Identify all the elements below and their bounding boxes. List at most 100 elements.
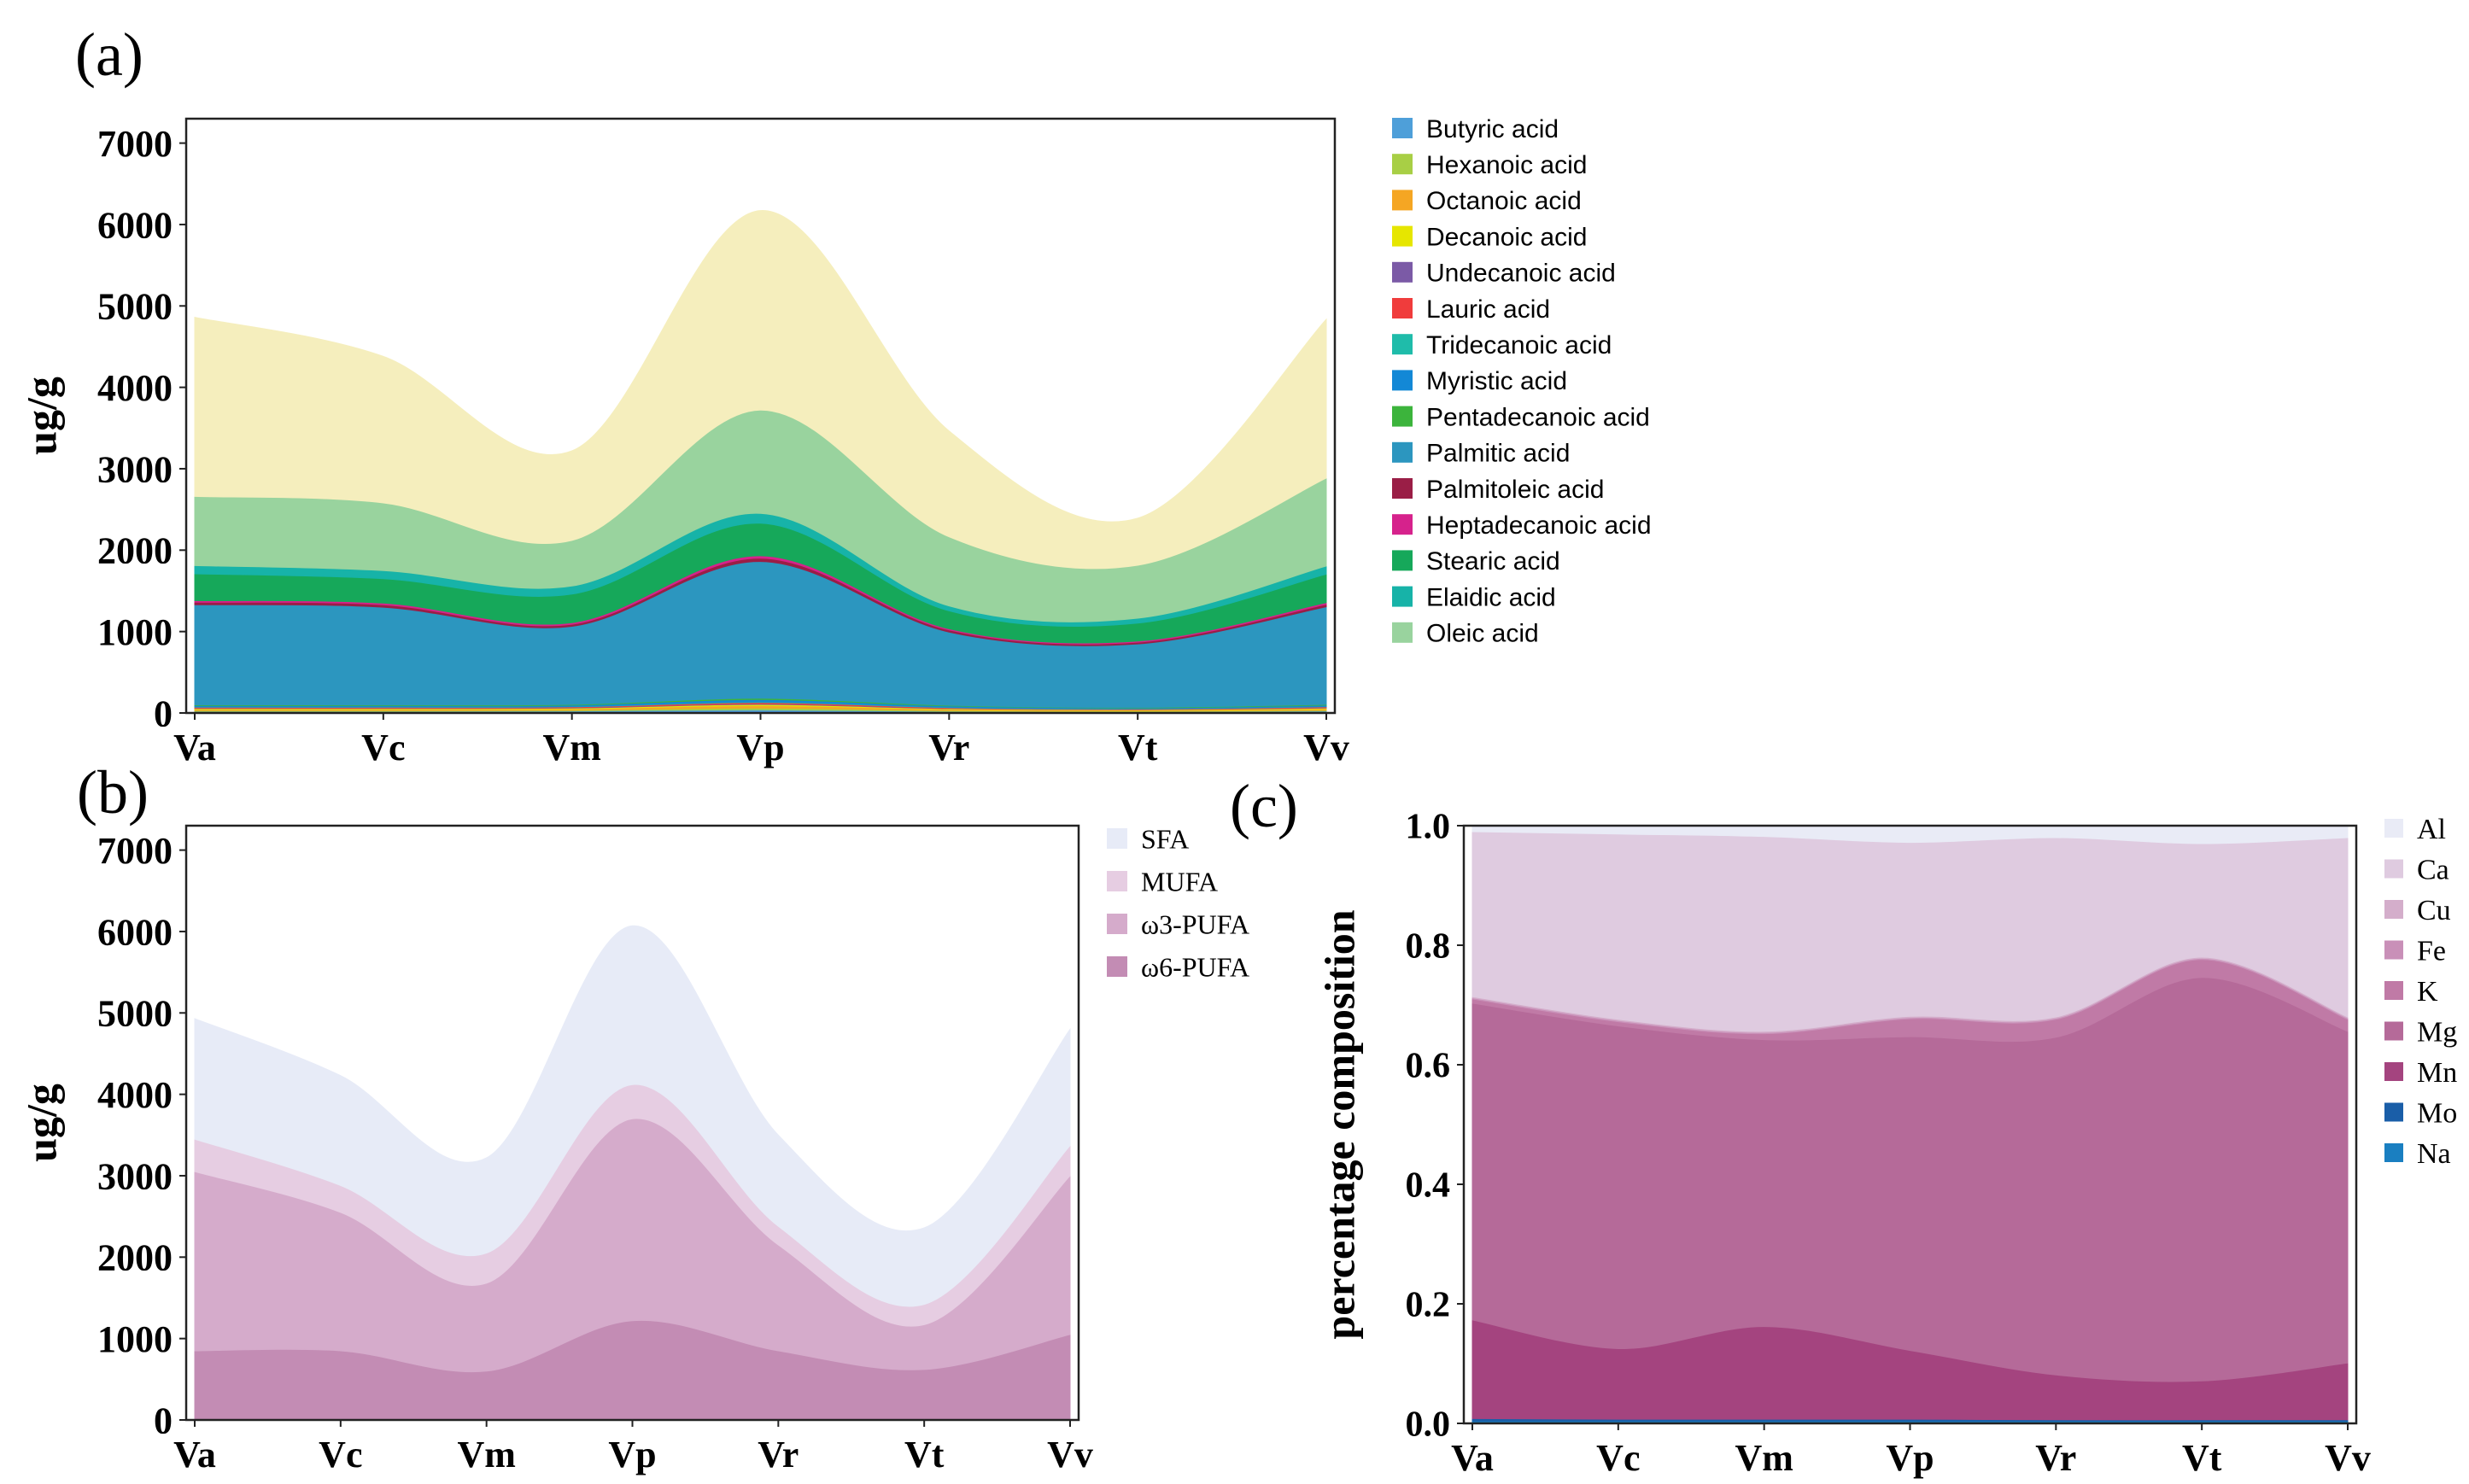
y-tick-label: 6000 bbox=[97, 204, 173, 246]
legend-label-palmitic-acid: Palmitic acid bbox=[1426, 440, 1570, 468]
panel-label: (a) bbox=[75, 20, 143, 89]
legend-label-tridecanoic-acid: Tridecanoic acid bbox=[1426, 331, 1612, 359]
legend-label-sfa: SFA bbox=[1141, 824, 1189, 855]
legend-label-6-pufa: ω6-PUFA bbox=[1141, 952, 1249, 983]
legend-swatch-oleic-acid bbox=[1392, 622, 1413, 643]
panel-b: (b) 0 1000 2000 3000 4000 5000 6000 7000 Va Vc Vm Vp… bbox=[18, 758, 1250, 1475]
legend-swatch-ca bbox=[2384, 859, 2403, 879]
legend-label-pentadecanoic-acid: Pentadecanoic acid bbox=[1426, 403, 1650, 431]
legend-swatch-lauric-acid bbox=[1392, 298, 1413, 318]
legend-swatch-heptadecanoic-acid bbox=[1392, 514, 1413, 535]
legend-label-al: Al bbox=[2417, 814, 2446, 845]
legend-swatch-tridecanoic-acid bbox=[1392, 334, 1413, 355]
x-tick-label: Vr bbox=[2035, 1437, 2076, 1479]
legend-swatch-fe bbox=[2384, 940, 2403, 960]
x-tick-label: Vp bbox=[1886, 1437, 1934, 1479]
x-tick-label: Vt bbox=[1118, 727, 1158, 768]
legend-swatch-mo bbox=[2384, 1102, 2403, 1122]
x-tick-label: Vv bbox=[2325, 1437, 2371, 1479]
y-tick-label: 6000 bbox=[97, 911, 173, 953]
legend-swatch-na bbox=[2384, 1143, 2403, 1162]
area-unlabeled bbox=[194, 210, 1327, 570]
legend-label-elaidic-acid: Elaidic acid bbox=[1426, 583, 1556, 611]
x-tick-label: Va bbox=[173, 1434, 216, 1475]
y-tick-label: 5000 bbox=[97, 993, 173, 1035]
y-tick-label: 5000 bbox=[97, 286, 173, 328]
x-tick-label: Vm bbox=[1735, 1437, 1793, 1479]
legend-swatch-k bbox=[2384, 981, 2403, 1000]
legend-label-palmitoleic-acid: Palmitoleic acid bbox=[1426, 476, 1604, 504]
y-tick-label: 4000 bbox=[97, 1074, 173, 1116]
legend-swatch-mufa bbox=[1107, 871, 1127, 891]
x-tick-label: Vv bbox=[1047, 1434, 1093, 1475]
legend-label-3-pufa: ω3-PUFA bbox=[1141, 909, 1249, 940]
x-tick-label: Vc bbox=[361, 727, 405, 768]
y-tick-label: 1000 bbox=[97, 611, 173, 653]
area-sfa bbox=[194, 925, 1071, 1307]
x-tick-label: Vm bbox=[457, 1434, 515, 1475]
legend-swatch-decanoic-acid bbox=[1392, 225, 1413, 247]
panel-label: (b) bbox=[77, 758, 149, 827]
y-tick-label: 0 bbox=[154, 692, 173, 734]
legend-swatch-elaidic-acid bbox=[1392, 586, 1413, 607]
y-axis-label: ug/g bbox=[18, 1084, 66, 1162]
legend-swatch-mg bbox=[2384, 1021, 2403, 1041]
legend-label-butyric-acid: Butyric acid bbox=[1426, 115, 1559, 143]
legend-label-heptadecanoic-acid: Heptadecanoic acid bbox=[1426, 511, 1652, 540]
legend-label-k: K bbox=[2417, 976, 2438, 1008]
y-tick-label: 0.2 bbox=[1406, 1286, 1451, 1325]
legend-label-octanoic-acid: Octanoic acid bbox=[1426, 187, 1582, 215]
legend-swatch-pentadecanoic-acid bbox=[1392, 406, 1413, 427]
legend-label-decanoic-acid: Decanoic acid bbox=[1426, 223, 1587, 251]
legend-label-hexanoic-acid: Hexanoic acid bbox=[1426, 151, 1587, 179]
y-tick-label: 0.0 bbox=[1406, 1405, 1451, 1445]
y-tick-label: 0.8 bbox=[1406, 927, 1451, 967]
legend-label-mg: Mg bbox=[2417, 1017, 2457, 1049]
legend-swatch-mn bbox=[2384, 1062, 2403, 1081]
y-tick-label: 1.0 bbox=[1406, 808, 1451, 847]
x-tick-label: Vv bbox=[1303, 727, 1349, 768]
x-tick-label: Vr bbox=[758, 1434, 799, 1475]
legend-label-stearic-acid: Stearic acid bbox=[1426, 547, 1560, 575]
x-tick-label: Vt bbox=[904, 1434, 945, 1475]
legend-swatch-cu bbox=[2384, 900, 2403, 919]
legend-swatch-palmitic-acid bbox=[1392, 441, 1413, 463]
y-tick-label: 4000 bbox=[97, 367, 173, 409]
x-tick-label: Vt bbox=[2182, 1437, 2222, 1479]
x-tick-label: Va bbox=[1451, 1437, 1494, 1479]
y-tick-label: 2000 bbox=[97, 530, 173, 572]
x-tick-label: Vp bbox=[736, 727, 784, 768]
y-tick-label: 3000 bbox=[97, 1155, 173, 1197]
y-tick-label: 0.6 bbox=[1406, 1047, 1451, 1086]
area-mg bbox=[1471, 977, 2349, 1382]
legend-label-myristic-acid: Myristic acid bbox=[1426, 367, 1567, 395]
legend-label-ca: Ca bbox=[2417, 855, 2449, 886]
legend-label-undecanoic-acid: Undecanoic acid bbox=[1426, 260, 1616, 288]
legend-swatch-undecanoic-acid bbox=[1392, 261, 1413, 283]
x-tick-label: Va bbox=[173, 727, 216, 768]
legend-swatch-palmitoleic-acid bbox=[1392, 478, 1413, 499]
panel-c: (c) 0.0 0.2 0.4 0.6 0.8 1.0 Va Vc Vm Vp Vr Vt Vv perce… bbox=[1230, 772, 2457, 1479]
legend: Butyric acid Hexanoic acid Octanoic acid De… bbox=[1392, 115, 1652, 648]
panel-label: (c) bbox=[1230, 772, 1298, 840]
legend-label-mo: Mo bbox=[2417, 1098, 2457, 1130]
legend-label-mn: Mn bbox=[2417, 1057, 2457, 1089]
x-tick-label: Vr bbox=[928, 727, 969, 768]
legend-swatch-hexanoic-acid bbox=[1392, 154, 1413, 175]
legend-label-fe: Fe bbox=[2417, 936, 2446, 967]
legend-swatch-sfa bbox=[1107, 828, 1127, 849]
y-tick-label: 7000 bbox=[97, 830, 173, 872]
legend-swatch-butyric-acid bbox=[1392, 118, 1413, 138]
area-layers bbox=[194, 925, 1071, 1421]
y-axis-label: percentage composition bbox=[1316, 909, 1364, 1339]
y-tick-label: 2000 bbox=[97, 1237, 173, 1279]
legend-label-cu: Cu bbox=[2417, 895, 2451, 926]
x-tick-label: Vp bbox=[608, 1434, 656, 1475]
legend-swatch-stearic-acid bbox=[1392, 550, 1413, 571]
x-tick-label: Vm bbox=[542, 727, 600, 768]
legend: SFA MUFA ω3-PUFA ω6-PUFA bbox=[1107, 824, 1249, 983]
panel-a: (a) 0 1000 2000 3000 4000 5000 6000 7000 Va Vc Vm Vp… bbox=[18, 20, 1652, 768]
y-tick-label: 1000 bbox=[97, 1318, 173, 1360]
y-tick-label: 0 bbox=[154, 1399, 173, 1441]
